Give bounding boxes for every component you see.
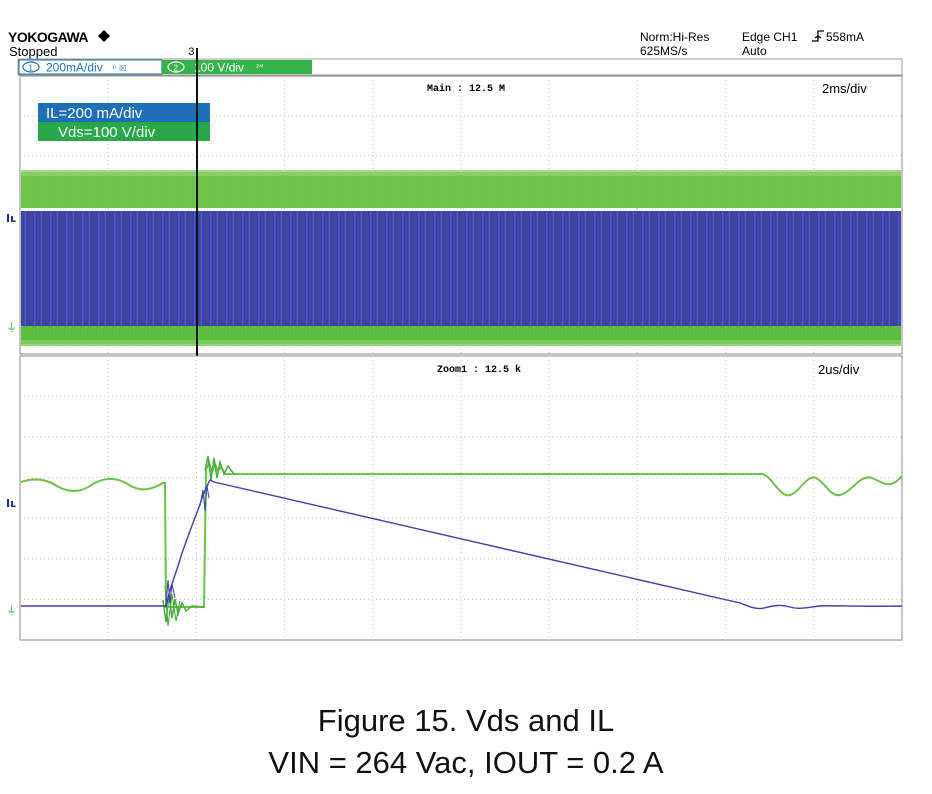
trigger-mode: Auto [742, 44, 767, 58]
vds-ringing-top [204, 455, 235, 481]
channel-1-scale: 200mA/div [46, 61, 103, 75]
channel-2-indicator[interactable]: 2 100 V/div ²ᴹ [162, 60, 312, 75]
sample-rate: 625MS/s [640, 44, 687, 58]
zoom-grid [20, 356, 902, 640]
channel-2-scale: 100 V/div [194, 61, 244, 75]
brand-name: YOKOGAWA [8, 29, 88, 45]
legend-il [38, 103, 210, 122]
channel-1-badge-icon [22, 61, 40, 73]
legend-vds [38, 122, 210, 141]
legend-il-text: IL=200 mA/div [46, 105, 143, 122]
ground-marker-main: ⏚ [6, 321, 17, 334]
rising-edge-icon [812, 30, 824, 42]
main-switching-stripes [21, 172, 900, 346]
main-window-label: Main : 12.5 M [427, 83, 505, 95]
zoom-window-label: Zoom1 : 12.5 k [437, 364, 521, 376]
il-zoom-spike [165, 485, 210, 607]
brand-logo: YOKOGAWA [8, 29, 110, 45]
figure-caption-title: Figure 15. Vds and IL [317, 703, 615, 738]
channel-2-suffix: ²ᴹ [256, 63, 264, 72]
oscilloscope-screen: YOKOGAWA Stopped 3 Norm:Hi-Res 625MS/s E… [6, 29, 903, 641]
zoom-window: Zoom1 : 12.5 k 2us/div Iʟ ⏚ [6, 355, 903, 641]
legend-vds-text: Vds=100 V/div [58, 124, 156, 141]
figure-caption-conditions: VIN = 264 Vac, IOUT = 0.2 A [268, 745, 664, 780]
main-window: Iʟ ⏚ Main : 12.5 M 2ms/div IL=200 mA/div… [6, 48, 903, 358]
channel-2-badge-icon [167, 61, 185, 73]
ground-marker-zoom: ⏚ [6, 604, 17, 617]
vds-zoom-trace [20, 458, 903, 608]
main-timebase: 2ms/div [822, 81, 867, 96]
trigger-level: 558mA [826, 30, 864, 44]
channel-1-number: 1 [29, 64, 34, 73]
vds-main-envelope [21, 170, 901, 346]
channel-1-suffix: ¹ⁱ ☒ [112, 64, 126, 73]
zoom-timebase: 2us/div [818, 362, 860, 377]
il-zoom-trace [21, 479, 903, 610]
il-level-marker-zoom: Iʟ [6, 497, 16, 510]
diamond-icon [98, 30, 110, 42]
trigger-type: Edge CH1 [742, 30, 798, 44]
cursor-marker: 3 [188, 47, 195, 59]
channel-2-number: 2 [174, 64, 179, 73]
vds-ringing-bottom [162, 584, 205, 627]
run-state: Stopped [9, 44, 57, 59]
channel-1-indicator[interactable]: 1 200mA/div ¹ⁱ ☒ [18, 59, 163, 75]
il-level-marker: Iʟ [6, 212, 16, 225]
acquisition-mode: Norm:Hi-Res [640, 30, 709, 44]
